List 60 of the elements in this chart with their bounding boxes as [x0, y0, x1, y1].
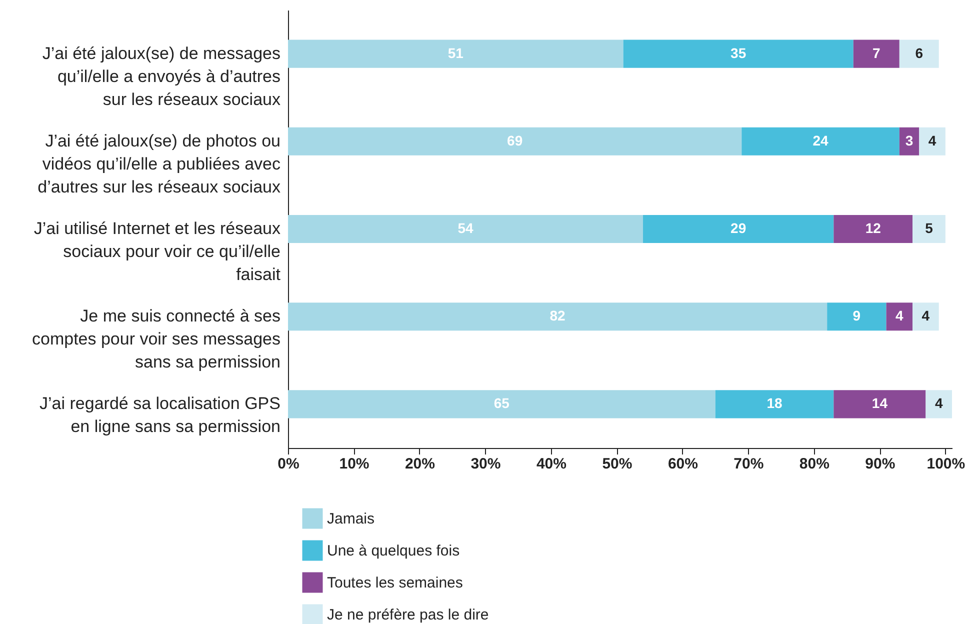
data-label: 7	[872, 44, 880, 61]
y-tick-label: J’ai été jaloux(se) de messages qu’il/elle a envoyés à d’autres sur les réseaux sociaux	[42, 44, 281, 109]
data-label: 3	[905, 132, 914, 148]
bar	[288, 214, 644, 244]
x-tick-label: 20%	[404, 456, 435, 472]
bar	[288, 302, 828, 331]
y-tick-label: J’ai regardé sa localisation GPS en ligne sans sa permission	[40, 394, 280, 436]
bar	[827, 302, 886, 331]
bar	[919, 127, 946, 156]
data-label: 82	[550, 308, 566, 324]
legend-label: Jamais	[327, 510, 375, 528]
bar	[834, 390, 926, 418]
data-label: 6	[915, 44, 924, 61]
data-label: 5	[925, 220, 934, 236]
data-label: 65	[494, 395, 510, 412]
data-label: 35	[730, 44, 746, 61]
data-label: 4	[928, 132, 936, 148]
bar	[853, 40, 900, 68]
x-tick-label: 0%	[278, 456, 300, 472]
legend-label: Une à quelques fois	[327, 542, 460, 560]
bar	[886, 302, 913, 331]
y-tick-label: Je me suis connecté à ses comptes pour voir ses messages sans sa permission	[32, 306, 280, 372]
bar	[742, 127, 900, 156]
bar	[623, 40, 854, 68]
bar	[899, 127, 920, 156]
bar	[715, 390, 834, 418]
bar	[834, 214, 913, 244]
x-tick-label: 80%	[799, 456, 830, 472]
data-label: 9	[852, 308, 861, 324]
data-label: 51	[448, 44, 464, 61]
bar	[288, 40, 624, 68]
data-label: 29	[730, 220, 746, 236]
bar	[288, 127, 742, 156]
data-label: 4	[934, 395, 943, 412]
bar	[643, 214, 834, 244]
data-label: 69	[507, 132, 523, 148]
x-tick-label: 40%	[536, 456, 566, 472]
bar	[288, 390, 716, 418]
bar	[912, 214, 946, 244]
data-label: 18	[766, 395, 782, 412]
data-label: 14	[872, 395, 888, 412]
data-label: 4	[922, 308, 930, 324]
bar	[912, 302, 939, 331]
bar	[926, 390, 952, 418]
x-tick-label: 70%	[734, 456, 764, 472]
bar	[899, 40, 939, 68]
data-label: 24	[812, 132, 829, 148]
x-tick-label: 60%	[668, 456, 698, 472]
y-tick-label: J’ai utilisé Internet et les réseaux sociaux pour voir ce qu’il/elle faisait	[34, 219, 281, 284]
data-label: 54	[458, 220, 474, 236]
legend-label: Toutes les semaines	[327, 574, 463, 592]
x-tick-label: 90%	[865, 456, 896, 472]
legend-label: Je ne préfère pas le dire	[327, 606, 489, 624]
x-tick-label: 10%	[339, 456, 370, 472]
y-tick-label: J’ai été jaloux(se) de photos ou vidéos qu’il/elle a publiées avec d’autres sur les réseaux sociaux	[38, 131, 281, 196]
data-label: 12	[865, 220, 882, 236]
x-tick-label: 50%	[602, 456, 632, 472]
x-tick-label: 100%	[926, 456, 966, 472]
data-label: 4	[896, 308, 904, 324]
x-tick-label: 30%	[470, 456, 501, 472]
